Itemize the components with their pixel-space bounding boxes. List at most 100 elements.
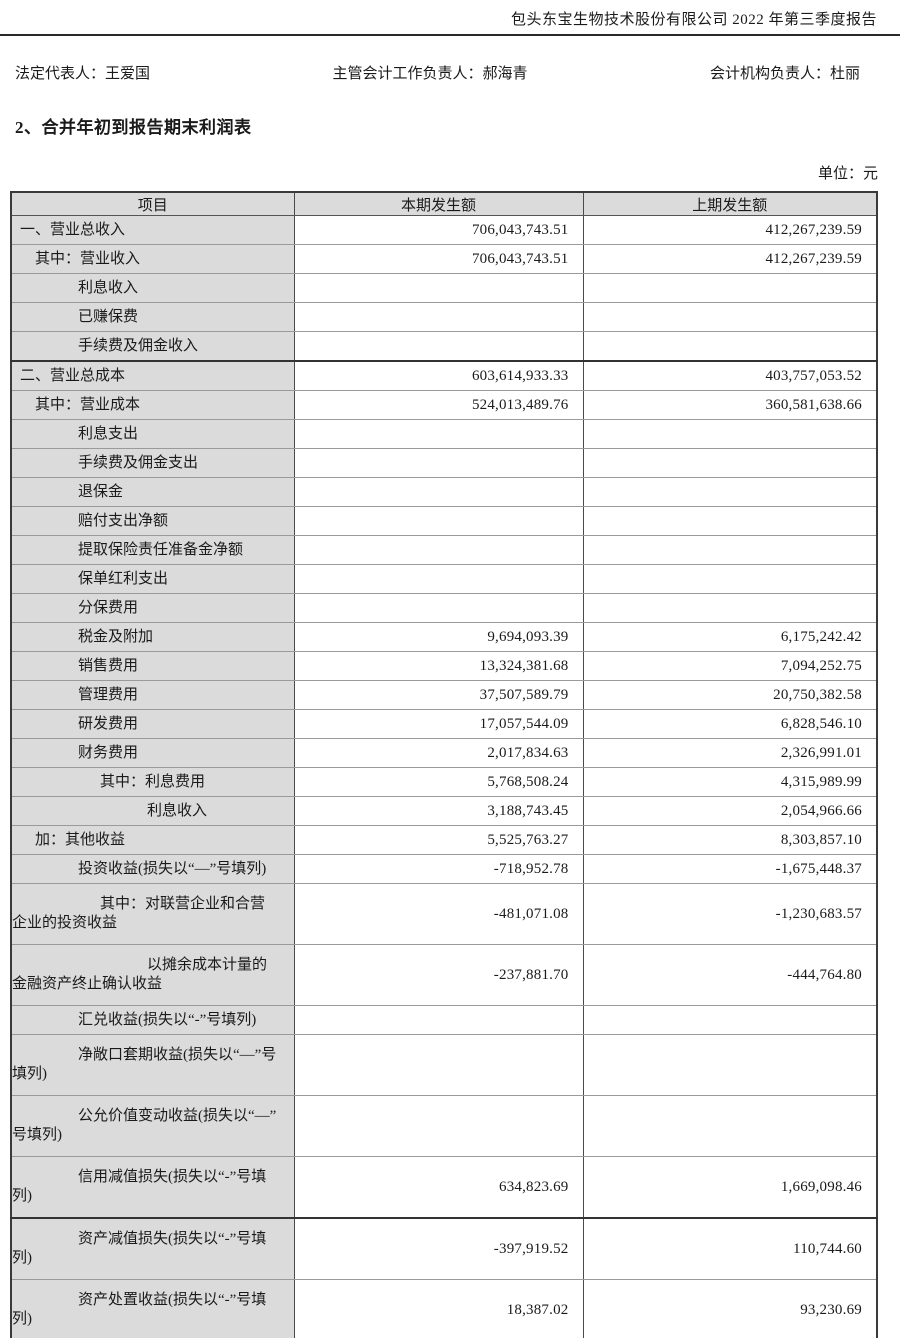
current-period-value: [293, 419, 584, 449]
row-label: 分保费用: [10, 593, 295, 623]
prior-period-value: [582, 331, 878, 362]
table-row: 其中：利息费用 5,768,508.24 4,315,989.99: [10, 767, 878, 797]
current-period-value: [293, 535, 584, 565]
current-period-value: 37,507,589.79: [293, 680, 584, 710]
table-row: 公允价值变动收益(损失以“—” 号填列): [10, 1095, 878, 1157]
table-row: 手续费及佣金收入: [10, 331, 878, 362]
table-row: 提取保险责任准备金净额: [10, 535, 878, 565]
row-label: 其中：营业成本: [10, 390, 295, 420]
unit-label: 单位：元: [817, 166, 878, 182]
prior-period-value: [582, 302, 878, 332]
current-period-value: -397,919.52: [293, 1217, 584, 1280]
current-period-value: [293, 506, 584, 536]
document-header: 包头东宝生物技术股份有限公司 2022 年第三季度报告: [0, 0, 900, 36]
current-period-value: 634,823.69: [293, 1156, 584, 1219]
table-row: 手续费及佣金支出: [10, 448, 878, 478]
row-label: 研发费用: [10, 709, 295, 739]
prior-period-value: 2,054,966.66: [582, 796, 878, 826]
current-period-value: -718,952.78: [293, 854, 584, 884]
row-label: 以摊余成本计量的 金融资产终止确认收益: [10, 944, 295, 1006]
row-label: 利息收入: [10, 796, 295, 826]
current-period-value: [293, 1095, 584, 1157]
row-label: 其中：对联营企业和合营 企业的投资收益: [10, 883, 295, 945]
table-row: 利息收入: [10, 273, 878, 303]
prior-period-value: 93,230.69: [582, 1279, 878, 1338]
table-row: 已赚保费: [10, 302, 878, 332]
row-label: 投资收益(损失以“—”号填列): [10, 854, 295, 884]
document-header-title: 包头东宝生物技术股份有限公司 2022 年第三季度报告: [510, 12, 877, 28]
row-label: 手续费及佣金支出: [10, 448, 295, 478]
row-label: 利息收入: [10, 273, 295, 303]
current-period-value: -237,881.70: [293, 944, 584, 1006]
row-label: 资产减值损失(损失以“-”号填 列): [10, 1217, 295, 1280]
prior-period-value: [582, 1005, 878, 1035]
current-period-value: [293, 331, 584, 362]
current-period-value: 706,043,743.51: [293, 215, 584, 245]
prior-period-value: [582, 506, 878, 536]
table-row: 以摊余成本计量的 金融资产终止确认收益 -237,881.70 -444,764.8…: [10, 944, 878, 1006]
column-header-current-period: 本期发生额: [293, 191, 584, 216]
table-row: 赔付支出净额: [10, 506, 878, 536]
row-label: 一、营业总收入: [10, 215, 295, 245]
current-period-value: 603,614,933.33: [293, 360, 584, 391]
table-row: 其中：营业成本 524,013,489.76 360,581,638.66: [10, 390, 878, 420]
current-period-value: 5,525,763.27: [293, 825, 584, 855]
section-title: 2、合并年初到报告期末利润表: [15, 118, 252, 137]
row-label: 利息支出: [10, 419, 295, 449]
officials-row: 法定代表人：王爱国 主管会计工作负责人：郝海青 会计机构负责人：杜丽: [0, 62, 900, 83]
current-period-value: [293, 564, 584, 594]
prior-period-value: 6,175,242.42: [582, 622, 878, 652]
table-row: 退保金: [10, 477, 878, 507]
prior-period-value: 412,267,239.59: [582, 215, 878, 245]
row-label: 手续费及佣金收入: [10, 331, 295, 362]
current-period-value: 5,768,508.24: [293, 767, 584, 797]
prior-period-value: 4,315,989.99: [582, 767, 878, 797]
prior-period-value: [582, 535, 878, 565]
prior-period-value: -1,230,683.57: [582, 883, 878, 945]
prior-period-value: 110,744.60: [582, 1217, 878, 1280]
row-label: 信用减值损失(损失以“-”号填 列): [10, 1156, 295, 1219]
table-row: 资产减值损失(损失以“-”号填 列) -397,919.52 110,744.60: [10, 1217, 878, 1280]
row-label: 已赚保费: [10, 302, 295, 332]
current-period-value: 3,188,743.45: [293, 796, 584, 826]
table-row: 其中：对联营企业和合营 企业的投资收益 -481,071.08 -1,230,683…: [10, 883, 878, 945]
column-header-item: 项目: [10, 191, 295, 216]
table-header-row: 项目 本期发生额 上期发生额: [10, 191, 878, 216]
prior-period-value: [582, 448, 878, 478]
row-label: 税金及附加: [10, 622, 295, 652]
table-row: 净敞口套期收益(损失以“—”号 填列): [10, 1034, 878, 1096]
table-row: 保单红利支出: [10, 564, 878, 594]
legal-representative: 法定代表人：王爱国: [15, 66, 151, 82]
current-period-value: 524,013,489.76: [293, 390, 584, 420]
row-label: 赔付支出净额: [10, 506, 295, 536]
prior-period-value: 20,750,382.58: [582, 680, 878, 710]
row-label: 加：其他收益: [10, 825, 295, 855]
current-period-value: 13,324,381.68: [293, 651, 584, 681]
current-period-value: 706,043,743.51: [293, 244, 584, 274]
table-row: 销售费用 13,324,381.68 7,094,252.75: [10, 651, 878, 681]
table-row: 其中：营业收入 706,043,743.51 412,267,239.59: [10, 244, 878, 274]
table-row: 资产处置收益(损失以“-”号填 列) 18,387.02 93,230.69: [10, 1279, 878, 1338]
row-label: 二、营业总成本: [10, 360, 295, 391]
row-label: 提取保险责任准备金净额: [10, 535, 295, 565]
prior-period-value: [582, 564, 878, 594]
current-period-value: [293, 1034, 584, 1096]
table-body: 一、营业总收入 706,043,743.51 412,267,239.59 其中：营业…: [10, 215, 878, 1338]
prior-period-value: -1,675,448.37: [582, 854, 878, 884]
current-period-value: [293, 477, 584, 507]
prior-period-value: 360,581,638.66: [582, 390, 878, 420]
accounting-dept-head: 会计机构负责人：杜丽: [709, 66, 860, 82]
prior-period-value: 403,757,053.52: [582, 360, 878, 391]
prior-period-value: [582, 477, 878, 507]
table-row: 利息支出: [10, 419, 878, 449]
table-row: 投资收益(损失以“—”号填列) -718,952.78 -1,675,448.37: [10, 854, 878, 884]
table-row: 加：其他收益 5,525,763.27 8,303,857.10: [10, 825, 878, 855]
row-label: 财务费用: [10, 738, 295, 768]
table-row: 汇兑收益(损失以“-”号填列): [10, 1005, 878, 1035]
row-label: 退保金: [10, 477, 295, 507]
prior-period-value: [582, 1095, 878, 1157]
row-label: 其中：利息费用: [10, 767, 295, 797]
income-statement-table: 项目 本期发生额 上期发生额 一、营业总收入 706,043,743.51 412,…: [10, 191, 878, 1338]
current-period-value: 17,057,544.09: [293, 709, 584, 739]
